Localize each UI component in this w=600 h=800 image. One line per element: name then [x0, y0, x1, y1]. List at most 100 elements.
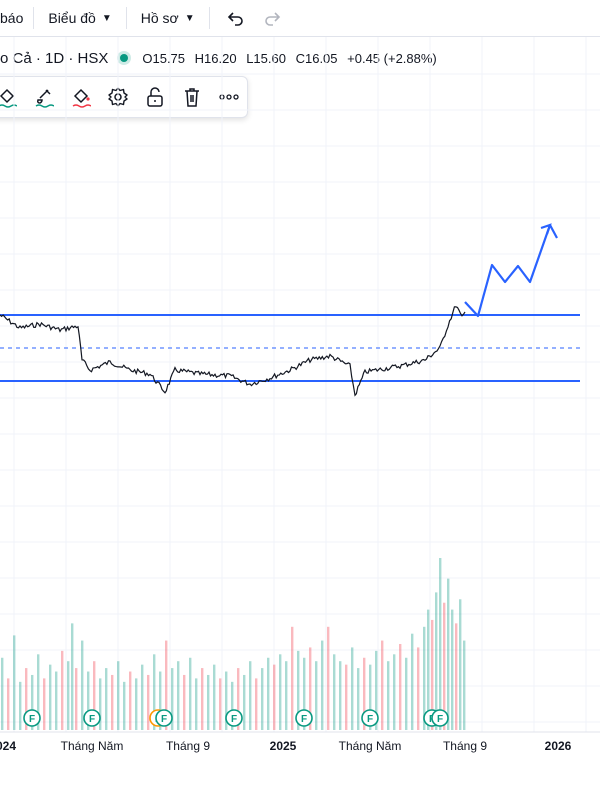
chevron-down-icon: ▼ — [101, 12, 112, 24]
unlock-icon — [147, 87, 163, 107]
volume-bar — [7, 678, 10, 730]
earnings-marker[interactable]: F — [155, 709, 173, 727]
volume-bar — [435, 592, 438, 730]
price-line — [0, 306, 466, 397]
event-markers[interactable]: FFFFFFFFF — [23, 709, 449, 727]
volume-bar — [201, 668, 204, 730]
open-value: O15.75 — [142, 50, 186, 66]
time-axis-label: Tháng 9 — [166, 739, 210, 753]
marker-label: F — [301, 714, 307, 725]
volume-bar — [393, 654, 396, 730]
volume-bar — [135, 678, 138, 730]
volume-bar — [439, 558, 442, 730]
volume-bar — [237, 668, 240, 730]
alerts-menu-label: báo — [0, 10, 24, 26]
volume-bar — [195, 678, 198, 730]
volume-bar — [447, 578, 450, 730]
volume-bar — [279, 654, 282, 730]
volume-bar — [459, 599, 462, 730]
undo-button[interactable] — [218, 0, 254, 36]
profile-menu[interactable]: Hồ sơ ▼ — [127, 0, 209, 36]
marker-label: F — [437, 714, 443, 725]
earnings-marker[interactable]: F — [23, 709, 41, 727]
marker-circle — [295, 709, 313, 727]
low-value: L15.60 — [246, 50, 286, 66]
volume-bar — [423, 626, 426, 730]
volume-bar — [183, 674, 186, 730]
volume-bar — [297, 650, 300, 730]
volume-bar — [345, 664, 348, 730]
volume-bar — [81, 640, 84, 730]
volume-bar — [267, 657, 270, 730]
chart-grid — [0, 37, 600, 732]
earnings-marker[interactable]: F — [361, 709, 379, 727]
time-axis-label: 024 — [0, 739, 16, 753]
alerts-menu-cut[interactable]: báo — [0, 0, 33, 36]
volume-bar — [231, 681, 234, 730]
volume-bar — [443, 602, 446, 730]
time-axis-label: 2025 — [270, 739, 297, 753]
volume-bar — [189, 657, 192, 730]
delete-button[interactable] — [173, 77, 210, 117]
volume-bar — [381, 640, 384, 730]
drawing-floating-toolbar — [0, 76, 248, 118]
ohlc-values: O15.75 H16.20 L15.60 C16.05 +0.45 (+2.88… — [142, 51, 442, 66]
earnings-marker[interactable]: F — [295, 709, 313, 727]
volume-bar — [159, 671, 162, 730]
earnings-marker[interactable]: F — [431, 709, 449, 727]
marker-label: F — [367, 714, 373, 725]
volume-bar — [427, 609, 430, 730]
volume-bar — [339, 661, 342, 730]
volume-bar — [405, 657, 408, 730]
volume-bar — [351, 647, 354, 730]
volume-bar — [327, 626, 330, 730]
lock-button[interactable] — [136, 77, 173, 117]
volume-bar — [165, 640, 168, 730]
volume-bar — [303, 657, 306, 730]
redo-button[interactable] — [254, 0, 290, 36]
earnings-marker[interactable]: F — [83, 709, 101, 727]
volume-bar — [177, 661, 180, 730]
volume-bar — [141, 664, 144, 730]
chart-menu[interactable]: Biểu đồ ▼ — [34, 0, 125, 36]
volume-bar — [67, 661, 70, 730]
marker-circle — [361, 709, 379, 727]
projection-path[interactable] — [464, 223, 558, 318]
volume-bar — [369, 664, 372, 730]
paint-bucket-icon — [72, 88, 92, 108]
text-color-button[interactable] — [63, 77, 100, 117]
volume-bar — [399, 644, 402, 730]
high-value: H16.20 — [194, 50, 237, 66]
time-axis-label: Tháng Năm — [61, 739, 124, 753]
brush-icon — [35, 89, 55, 108]
volume-bar — [357, 668, 360, 730]
volume-bar — [321, 640, 324, 730]
top-toolbar: báo Biểu đồ ▼ Hồ sơ ▼ — [0, 0, 600, 37]
close-value: C16.05 — [295, 50, 338, 66]
volume-bar — [387, 661, 390, 730]
time-axis[interactable]: 024 Tháng Năm Tháng 9 2025 Tháng Năm Tháng 9 2… — [0, 739, 572, 753]
symbol-legend: o Cả · 1D · HSX O15.75 H16.20 L15.60 C16… — [0, 47, 443, 69]
marker-circle — [225, 709, 243, 727]
volume-bar — [431, 619, 434, 730]
volume-bar — [273, 664, 276, 730]
symbol-title[interactable]: o Cả · 1D · HSX — [0, 49, 109, 67]
volume-bar — [411, 633, 414, 730]
horizontal-lines[interactable] — [0, 314, 580, 382]
marker-circle — [23, 709, 41, 727]
fill-color-button[interactable] — [26, 77, 63, 117]
volume-bars — [1, 558, 466, 730]
volume-bar — [49, 664, 52, 730]
marker-label: F — [89, 714, 95, 725]
toolbar-divider — [208, 7, 210, 29]
volume-bar — [71, 623, 74, 730]
volume-bar — [147, 674, 150, 730]
undo-icon — [227, 12, 243, 26]
volume-bar — [261, 668, 264, 730]
earnings-marker[interactable]: F — [225, 709, 243, 727]
volume-bar — [213, 664, 216, 730]
volume-bar — [105, 668, 108, 730]
volume-bar — [375, 650, 378, 730]
volume-bar — [1, 657, 4, 730]
